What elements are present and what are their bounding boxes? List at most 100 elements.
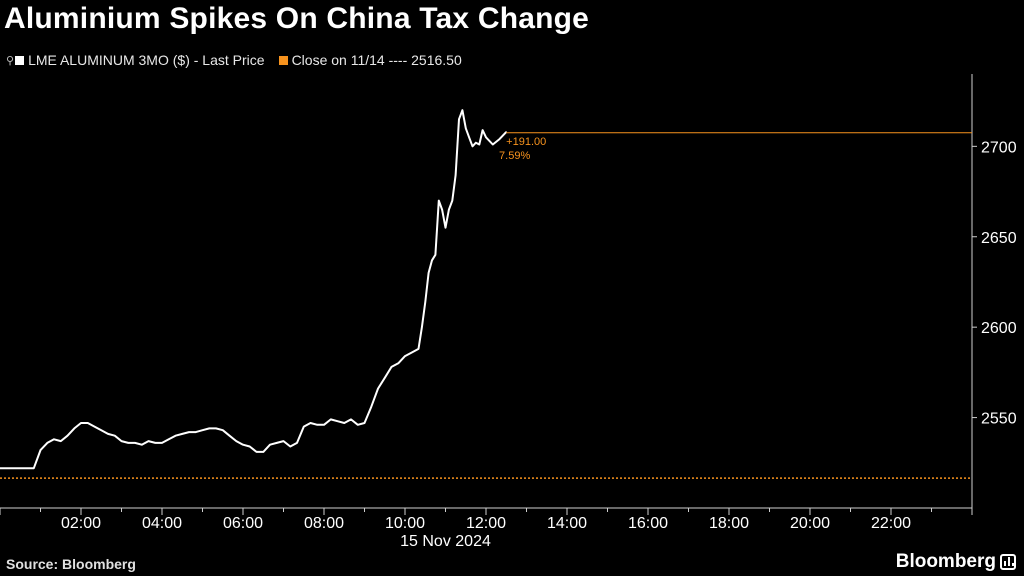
pin-icon: ⚲ bbox=[6, 54, 15, 67]
price-point bbox=[505, 131, 507, 133]
price-point bbox=[195, 431, 197, 433]
price-point bbox=[141, 444, 143, 446]
x-tick-label: 08:00 bbox=[304, 515, 344, 532]
x-tick-label: 20:00 bbox=[790, 515, 830, 532]
price-point bbox=[434, 254, 436, 256]
price-point bbox=[330, 418, 332, 420]
price-point bbox=[475, 142, 477, 144]
price-point bbox=[377, 388, 379, 390]
price-point bbox=[363, 422, 366, 424]
price-point bbox=[215, 427, 217, 430]
price-point bbox=[303, 426, 305, 428]
price-point bbox=[120, 440, 123, 442]
price-point bbox=[424, 301, 426, 303]
price-point bbox=[485, 136, 487, 138]
price-point bbox=[100, 429, 102, 431]
price-line bbox=[0, 109, 508, 470]
price-point bbox=[33, 467, 35, 469]
price-point bbox=[80, 422, 82, 424]
legend-swatch-reference bbox=[278, 55, 288, 65]
x-tick-label: 12:00 bbox=[466, 515, 506, 532]
price-point bbox=[228, 435, 231, 437]
price-point bbox=[428, 272, 430, 274]
price-point bbox=[455, 174, 457, 176]
price-point bbox=[39, 449, 42, 451]
x-axis-date-label: 15 Nov 2024 bbox=[400, 533, 491, 550]
price-point bbox=[168, 438, 170, 440]
price-point bbox=[498, 138, 501, 140]
price-point bbox=[431, 259, 433, 261]
price-point bbox=[468, 136, 470, 138]
price-point bbox=[478, 143, 480, 146]
price-point bbox=[249, 445, 251, 448]
price-point bbox=[471, 145, 474, 147]
y-tick-label: 2700 bbox=[981, 139, 1017, 156]
x-tick-label: 02:00 bbox=[61, 515, 101, 532]
price-point bbox=[154, 442, 156, 444]
price-point bbox=[147, 440, 150, 442]
price-point bbox=[262, 451, 264, 453]
price-point bbox=[66, 435, 69, 437]
price-point bbox=[323, 424, 325, 426]
price-point bbox=[465, 127, 467, 129]
price-point bbox=[0, 467, 1, 469]
y-tick-label: 2650 bbox=[981, 230, 1017, 247]
price-point bbox=[404, 355, 406, 357]
price-point bbox=[73, 427, 75, 430]
price-point bbox=[343, 422, 345, 424]
price-point bbox=[127, 442, 129, 444]
legend-item-reference: Close on 11/14 ---- 2516.50 bbox=[278, 52, 462, 68]
price-point bbox=[201, 429, 204, 431]
price-point bbox=[417, 348, 420, 350]
legend-label-series: LME ALUMINUM 3MO ($) - Last Price bbox=[28, 52, 265, 68]
legend-label-reference: Close on 11/14 ---- 2516.50 bbox=[291, 52, 462, 68]
y-tick-label: 2600 bbox=[981, 320, 1017, 337]
price-point bbox=[269, 444, 271, 446]
chart-bars-icon bbox=[1000, 554, 1016, 570]
x-tick-label: 14:00 bbox=[547, 515, 587, 532]
price-point bbox=[411, 351, 413, 354]
price-point bbox=[188, 431, 190, 433]
price-point bbox=[492, 143, 494, 146]
legend-swatch-series bbox=[15, 55, 25, 65]
price-point bbox=[336, 420, 339, 422]
x-tick-label: 16:00 bbox=[628, 515, 668, 532]
price-point bbox=[107, 433, 109, 435]
price-point bbox=[93, 426, 96, 428]
x-tick-label: 06:00 bbox=[223, 515, 263, 532]
legend-item-series: ⚲ LME ALUMINUM 3MO ($) - Last Price bbox=[6, 52, 265, 68]
price-point bbox=[441, 209, 443, 211]
price-point bbox=[421, 326, 423, 328]
price-point bbox=[451, 199, 453, 202]
price-point bbox=[309, 422, 312, 424]
price-point bbox=[350, 418, 352, 420]
price-point bbox=[174, 435, 177, 437]
price-point bbox=[296, 442, 298, 444]
price-point bbox=[181, 433, 183, 435]
price-point bbox=[208, 427, 210, 430]
price-point bbox=[397, 362, 399, 364]
price-point bbox=[255, 451, 258, 453]
price-point bbox=[60, 440, 62, 442]
price-point bbox=[458, 118, 460, 120]
chart-title: Aluminium Spikes On China Tax Change bbox=[4, 2, 590, 35]
x-tick-label: 22:00 bbox=[871, 515, 911, 532]
x-tick-label: 10:00 bbox=[385, 515, 425, 532]
percent-annotation: 7.59% bbox=[499, 150, 530, 162]
brand-logo: Bloomberg bbox=[896, 551, 1016, 573]
price-point bbox=[53, 438, 55, 440]
brand-wordmark: Bloomberg bbox=[895, 551, 996, 572]
price-point bbox=[87, 422, 89, 424]
price-point bbox=[46, 442, 48, 444]
price-point bbox=[114, 435, 116, 437]
price-point bbox=[384, 377, 386, 379]
price-point bbox=[357, 424, 359, 426]
price-point bbox=[390, 366, 393, 368]
x-tick-label: 04:00 bbox=[142, 515, 182, 532]
price-point bbox=[134, 442, 136, 444]
price-point bbox=[448, 209, 450, 211]
price-point bbox=[282, 440, 285, 442]
price-point bbox=[461, 109, 463, 111]
price-point bbox=[161, 442, 163, 444]
